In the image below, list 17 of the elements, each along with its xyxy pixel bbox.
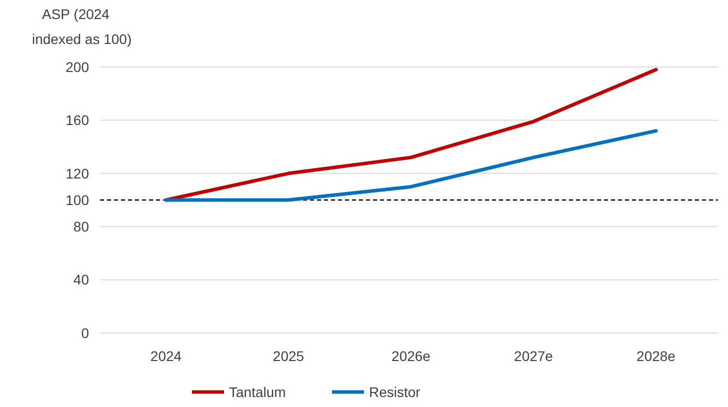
y-tick-label: 100	[66, 192, 90, 208]
x-tick-label: 2025	[272, 348, 304, 364]
x-tick-label: 2028e	[636, 348, 676, 364]
legend-label: Tantalum	[229, 384, 286, 400]
y-tick-label: 120	[66, 165, 90, 182]
y-tick-label: 80	[73, 218, 90, 234]
y-tick-label: 160	[66, 112, 90, 128]
y-tick-label: 200	[66, 58, 90, 75]
x-tick-label: 2027e	[514, 348, 554, 364]
y-tick-label: 40	[73, 272, 90, 288]
x-tick-label: 2026e	[392, 348, 431, 364]
line-series	[164, 129, 658, 202]
legend-label: Resistor	[369, 384, 421, 400]
y-tick-label: 0	[81, 324, 90, 341]
line-series	[164, 68, 658, 202]
x-tick-label: 2024	[150, 348, 182, 364]
y-axis-title: ASP (2024 indexed as 100)	[32, 6, 132, 47]
